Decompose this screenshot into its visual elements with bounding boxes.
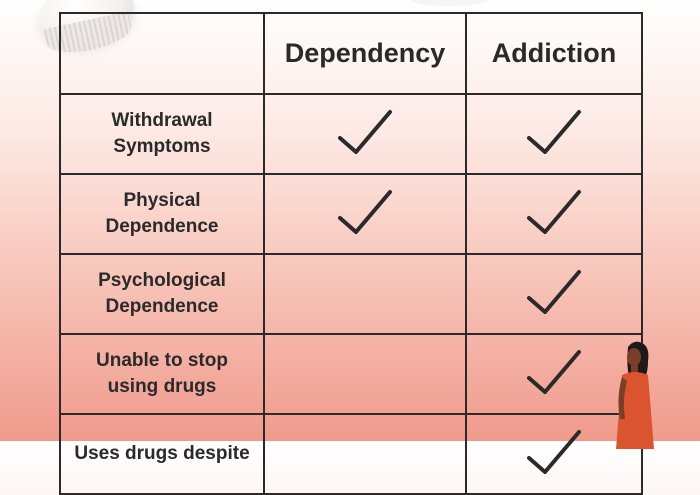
row-label: Physical Dependence: [59, 173, 265, 255]
checkmark-icon: [525, 268, 583, 316]
dependency-cell: [263, 173, 467, 255]
table-row: Psychological Dependence: [59, 253, 643, 335]
comparison-table: Dependency Addiction Withdrawal Symptoms P…: [59, 12, 643, 495]
row-label: Uses drugs despite: [59, 413, 265, 495]
dependency-cell: [263, 333, 467, 415]
row-label-line: Unable to stop: [96, 350, 228, 371]
addiction-cell: [465, 333, 643, 415]
checkmark-icon: [525, 108, 583, 156]
table-header-row: Dependency Addiction: [59, 12, 643, 95]
row-label-line: Physical: [123, 190, 201, 211]
row-label-line: Symptoms: [113, 136, 211, 157]
table-row: Physical Dependence: [59, 173, 643, 255]
header-dependency: Dependency: [263, 12, 467, 95]
checkmark-icon: [525, 428, 583, 476]
header-addiction: Addiction: [465, 12, 643, 95]
table-row: Uses drugs despite: [59, 413, 643, 495]
addiction-cell: [465, 93, 643, 175]
row-label-line: Uses drugs despite: [74, 443, 250, 464]
row-label-line: Dependence: [105, 296, 219, 317]
row-label-line: Psychological: [98, 270, 226, 291]
checkmark-icon: [336, 188, 394, 236]
dependency-cell: [263, 413, 467, 495]
checkmark-icon: [525, 188, 583, 236]
table-row: Unable to stop using drugs: [59, 333, 643, 415]
row-label-line: using drugs: [107, 376, 217, 397]
header-empty-cell: [59, 12, 265, 95]
checkmark-icon: [336, 108, 394, 156]
row-label-line: Withdrawal: [111, 110, 213, 131]
dependency-cell: [263, 93, 467, 175]
checkmark-icon: [525, 348, 583, 396]
dependency-cell: [263, 253, 467, 335]
woman-figure-illustration: [616, 341, 654, 449]
addiction-cell: [465, 173, 643, 255]
row-label: Unable to stop using drugs: [59, 333, 265, 415]
row-label: Psychological Dependence: [59, 253, 265, 335]
row-label-line: Dependence: [105, 216, 219, 237]
table-row: Withdrawal Symptoms: [59, 93, 643, 175]
row-label: Withdrawal Symptoms: [59, 93, 265, 175]
pill-illustration-2: [410, 0, 490, 6]
addiction-cell: [465, 253, 643, 335]
